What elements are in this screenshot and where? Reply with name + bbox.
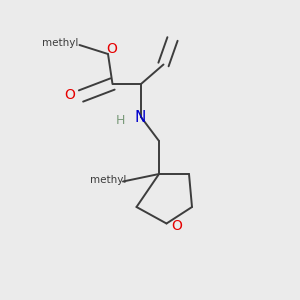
Text: H: H <box>115 113 125 127</box>
Text: O: O <box>106 42 117 56</box>
Text: N: N <box>134 110 146 124</box>
Text: methyl: methyl <box>90 175 126 185</box>
Text: O: O <box>64 88 75 102</box>
Text: methyl: methyl <box>42 38 78 49</box>
Text: O: O <box>172 219 182 232</box>
